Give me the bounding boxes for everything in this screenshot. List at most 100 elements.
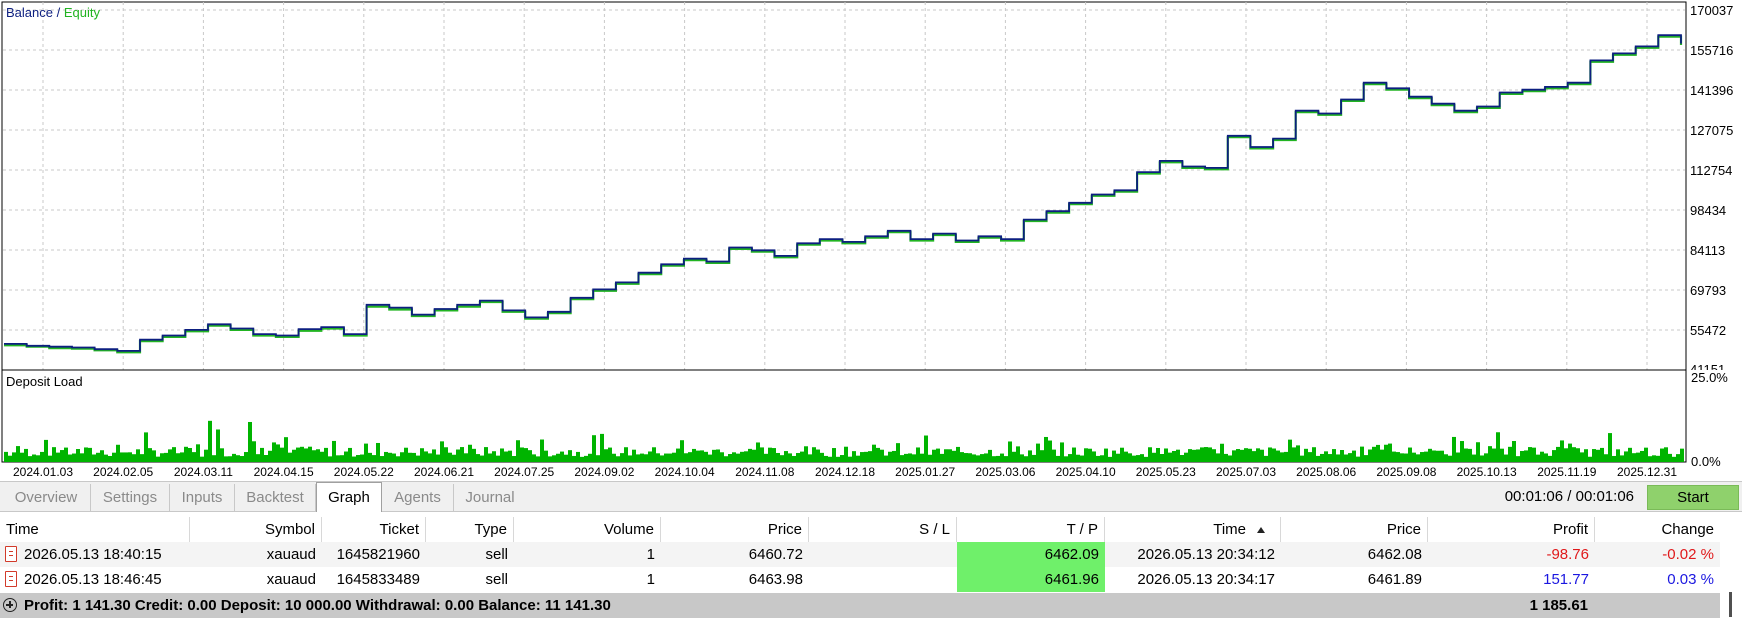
cell-volume: 1	[646, 571, 655, 588]
deposit-load-bar	[1444, 454, 1448, 462]
tab-inputs[interactable]: Inputs	[170, 484, 235, 511]
deposit-load-bar	[1060, 442, 1064, 462]
cell-close-time: 2026.05.13 20:34:12	[1137, 546, 1275, 563]
deposit-load-bar	[964, 453, 968, 462]
deposit-load-bar	[888, 451, 892, 462]
deposit-load-bar	[876, 447, 880, 462]
deposit-load-bar	[868, 451, 872, 462]
deposit-load-top-tick: 25.0%	[1691, 370, 1728, 385]
deposit-load-bar	[380, 456, 384, 462]
deposit-load-bar	[1208, 447, 1212, 462]
deposit-load-bar	[604, 449, 608, 462]
deposit-load-bar	[616, 456, 620, 462]
deposit-load-bar	[1160, 454, 1164, 462]
deposit-load-bar	[1532, 447, 1536, 462]
table-row[interactable]: 2026.05.13 18:46:45 xauaud 1645833489 se…	[0, 567, 1720, 592]
deposit-load-bar	[908, 453, 912, 462]
deposit-load-bar	[624, 447, 628, 462]
deposit-load-bar	[608, 447, 612, 462]
y-tick-label: 127075	[1690, 123, 1733, 138]
col-header-close-time[interactable]: Time	[1105, 517, 1281, 542]
deposit-load-bar	[288, 452, 292, 462]
tab-backtest[interactable]: Backtest	[235, 484, 316, 511]
deposit-load-bar	[1508, 446, 1512, 462]
deposit-load-bar	[1652, 455, 1656, 462]
balance-equity-chart: 41151 55472 69793 84113 98434 112754 127075 141…	[1, 1, 1733, 370]
deposit-load-bar	[936, 448, 940, 462]
tab-overview[interactable]: Overview	[2, 484, 91, 511]
sell-order-icon	[5, 546, 17, 562]
col-header-time[interactable]: Time	[0, 517, 190, 542]
deposit-load-bar	[1076, 454, 1080, 462]
col-header-price[interactable]: Price	[661, 517, 809, 542]
cell-time: 2026.05.13 18:40:15	[24, 546, 162, 563]
start-button[interactable]: Start	[1647, 485, 1739, 510]
summary-row[interactable]: Profit: 1 141.30 Credit: 0.00 Deposit: 1…	[0, 593, 1720, 618]
col-header-symbol[interactable]: Symbol	[190, 517, 322, 542]
deposit-load-bar	[844, 446, 848, 462]
deposit-load-bar	[748, 448, 752, 462]
col-header-sl[interactable]: S / L	[809, 517, 957, 542]
deposit-load-bar	[856, 455, 860, 462]
deposit-load-bar	[256, 454, 260, 462]
deposit-load-bar	[172, 447, 176, 462]
deposit-load-bar	[168, 449, 172, 462]
deposit-load-bar	[512, 456, 516, 462]
deposit-load-bar	[1252, 451, 1256, 462]
deposit-load-bar	[1576, 448, 1580, 462]
deposit-load-bar	[560, 451, 564, 462]
deposit-load-bar	[952, 450, 956, 462]
deposit-load-bar	[1512, 441, 1516, 462]
deposit-load-bar	[1288, 439, 1292, 462]
col-header-volume[interactable]: Volume	[514, 517, 661, 542]
table-row[interactable]: 2026.05.13 18:40:15 xauaud 1645821960 se…	[0, 542, 1720, 567]
deposit-load-bar	[1640, 450, 1644, 462]
tab-graph[interactable]: Graph	[316, 482, 382, 512]
deposit-load-bar	[424, 451, 428, 462]
svg-text:Balance / Equity: Balance / Equity	[6, 5, 100, 20]
legend-balance: Balance	[6, 5, 53, 20]
vertical-scrollbar-thumb[interactable]	[1729, 592, 1732, 617]
sell-order-icon	[5, 571, 17, 587]
deposit-load-bar	[1112, 450, 1116, 462]
deposit-load-bar	[28, 456, 32, 462]
deposit-load-bar	[448, 452, 452, 462]
deposit-load-bar	[1392, 451, 1396, 462]
col-header-change[interactable]: Change	[1661, 521, 1714, 538]
deposit-load-bar	[1516, 456, 1520, 462]
deposit-load-bar	[1440, 450, 1444, 462]
col-header-type[interactable]: Type	[426, 517, 514, 542]
cell-change: 0.03 %	[1667, 571, 1714, 588]
deposit-load-bar	[96, 452, 100, 462]
col-header-ticket[interactable]: Ticket	[322, 517, 426, 542]
deposit-load-bar	[1600, 447, 1604, 462]
tab-agents[interactable]: Agents	[382, 484, 454, 511]
deposit-load-bar	[1236, 449, 1240, 462]
tab-journal[interactable]: Journal	[465, 489, 515, 506]
deposit-load-bar	[700, 450, 704, 462]
col-header-profit[interactable]: Profit	[1428, 517, 1595, 542]
deposit-load-bar	[628, 455, 632, 462]
deposit-load-bar	[960, 452, 964, 462]
tab-settings[interactable]: Settings	[91, 484, 170, 511]
deposit-load-bar	[848, 456, 852, 462]
deposit-load-bar	[516, 440, 520, 462]
deposit-load-bar	[1172, 450, 1176, 462]
deposit-load-bar	[72, 453, 76, 462]
deposit-load-bar	[680, 440, 684, 462]
deposit-load-bar	[1484, 453, 1488, 462]
y-tick-label: 98434	[1690, 203, 1726, 218]
deposit-load-bar	[436, 454, 440, 462]
deposit-load-bar	[1632, 453, 1636, 462]
deposit-load-bar	[384, 451, 388, 462]
deposit-load-bar	[1624, 451, 1628, 462]
col-header-close-price[interactable]: Price	[1281, 517, 1428, 542]
col-header-tp[interactable]: T / P	[957, 517, 1105, 542]
cell-close-price: 6462.08	[1367, 546, 1422, 563]
deposit-load-bar	[212, 455, 216, 462]
deposit-load-bar	[1124, 451, 1128, 462]
deposit-load-bar	[764, 453, 768, 462]
cell-close-price: 6461.89	[1367, 571, 1422, 588]
expand-plus-icon[interactable]	[3, 598, 17, 612]
deposit-load-bar	[56, 452, 60, 462]
